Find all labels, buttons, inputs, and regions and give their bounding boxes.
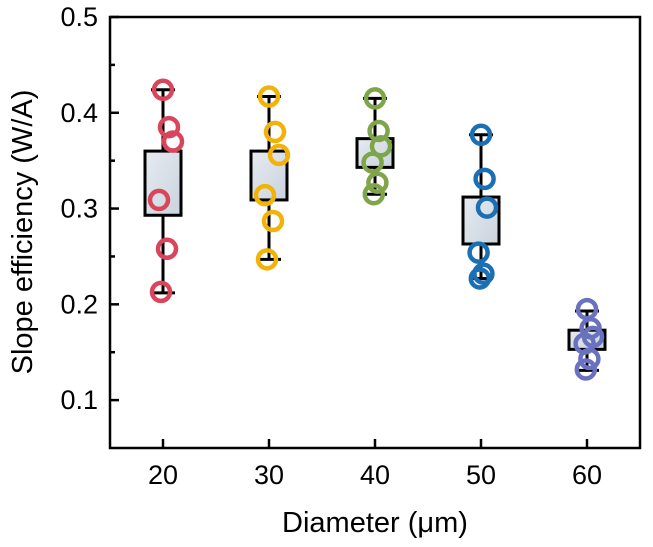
data-point — [469, 123, 493, 147]
y-tick-label: 0.3 — [60, 194, 98, 224]
data-point — [367, 119, 390, 143]
box-group-30 — [249, 85, 291, 271]
data-point — [366, 171, 389, 194]
data-point — [149, 280, 173, 304]
y-axis-title: Slope efficiency (W/A) — [7, 90, 39, 375]
data-point — [255, 248, 279, 271]
data-point — [361, 151, 384, 174]
x-tick-label: 40 — [360, 460, 390, 490]
x-tick-label: 20 — [148, 460, 178, 490]
x-tick-label: 60 — [572, 460, 602, 490]
data-point — [155, 237, 179, 261]
data-point — [157, 115, 181, 139]
data-point — [267, 143, 291, 167]
data-point — [362, 182, 386, 206]
box-group-50 — [461, 123, 501, 290]
y-tick-label: 0.2 — [60, 289, 98, 319]
x-axis-title: Diameter (μm) — [282, 507, 468, 539]
x-tick-label: 50 — [466, 460, 496, 490]
y-tick-label: 0.4 — [60, 98, 98, 128]
x-tick-label: 30 — [254, 460, 284, 490]
data-point — [473, 167, 496, 191]
data-point — [161, 130, 185, 153]
box-group-20 — [143, 78, 185, 304]
box-group-60 — [567, 297, 607, 381]
data-point — [475, 196, 499, 219]
box-group-40 — [355, 87, 395, 206]
data-point — [467, 241, 490, 264]
data-point — [468, 267, 492, 290]
data-point — [253, 183, 277, 207]
data-point — [574, 358, 598, 381]
y-tick-label: 0.1 — [60, 385, 98, 415]
data-point — [578, 347, 601, 371]
data-point — [257, 85, 281, 108]
data-point — [263, 120, 287, 144]
data-point — [363, 87, 387, 110]
data-point — [147, 188, 171, 212]
y-tick-label: 0.5 — [60, 2, 98, 32]
data-point — [261, 209, 285, 233]
data-point — [151, 78, 175, 102]
plot-frame — [108, 15, 642, 450]
